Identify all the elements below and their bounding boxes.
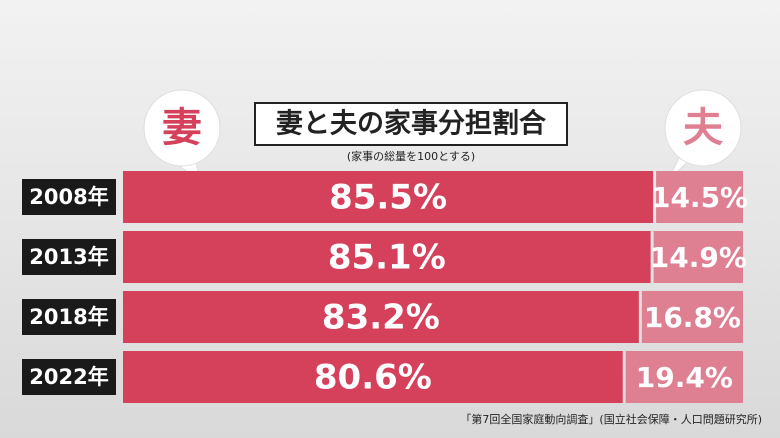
value-label: 85.1% <box>328 238 446 278</box>
title-box <box>254 102 568 146</box>
y-tick-label: 2018年 <box>29 305 108 329</box>
category-box <box>22 179 116 215</box>
source: 「第7回全国家庭動向調査」(国立社会保障・人口問題研究所) <box>460 412 762 426</box>
value-label: 83.2% <box>322 298 440 338</box>
bar-segment <box>123 231 651 283</box>
bar-segment <box>656 171 743 223</box>
legend-bubble <box>664 89 742 167</box>
value-label: 14.5% <box>651 181 748 214</box>
legend-label: 夫 <box>683 105 724 151</box>
category-box <box>22 299 116 335</box>
value-label: 19.4% <box>636 361 733 394</box>
y-tick-label: 2013年 <box>29 245 108 269</box>
chart-subtitle: (家事の総量を100とする) <box>347 149 475 163</box>
value-label: 16.8% <box>644 301 741 334</box>
bar-segment <box>641 291 743 343</box>
value-label: 80.6% <box>314 358 432 398</box>
bar-segment <box>123 351 623 403</box>
category-box <box>22 239 116 275</box>
y-tick-label: 2022年 <box>29 365 108 389</box>
bar-segment <box>123 291 639 343</box>
value-label: 14.9% <box>650 241 747 274</box>
y-tick-label: 2008年 <box>29 185 108 209</box>
bar-segment <box>625 351 743 403</box>
value-label: 85.5% <box>329 178 447 218</box>
category-box <box>22 359 116 395</box>
bar-segment <box>653 231 743 283</box>
legend-label: 妻 <box>162 105 202 151</box>
legend-bubble <box>143 89 221 167</box>
chart-title: 妻と夫の家事分担割合 <box>276 108 546 140</box>
bar-segment <box>123 171 654 223</box>
